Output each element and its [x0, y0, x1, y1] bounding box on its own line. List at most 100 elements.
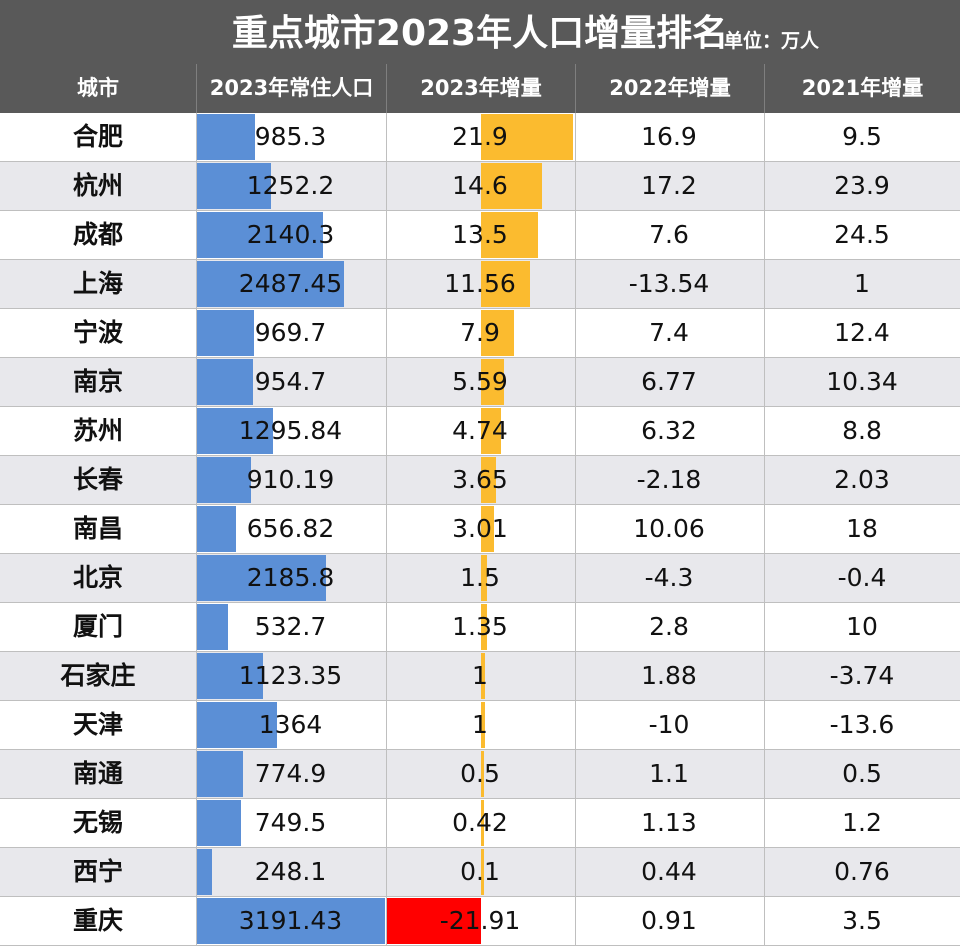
pop2023-value-text: 910.19 [246, 465, 335, 494]
city-label: 南昌 [0, 505, 196, 553]
pop2023-value: 656.82 [196, 505, 385, 553]
inc2021-value-text: 1.2 [842, 808, 882, 837]
city-label-text: 天津 [72, 710, 123, 739]
city-label: 合肥 [0, 113, 196, 161]
decrease-bar [386, 898, 481, 944]
inc2023-value: 1.35 [386, 603, 574, 651]
increase-bar [481, 800, 484, 846]
increase-bar [481, 849, 484, 895]
increase-bar [481, 408, 501, 454]
increase-bar [481, 114, 573, 160]
inc2021-value: 12.4 [764, 309, 960, 357]
inc2021-value-text: 1 [854, 269, 870, 298]
pop2023-value-text: 1295.84 [238, 416, 343, 445]
pop2023-value: 1252.2 [196, 162, 385, 210]
inc2023-value-text: 5.59 [452, 367, 508, 396]
inc2023-value: 3.01 [386, 505, 574, 553]
table-row: 重庆 3191.43 -21.91 0.91 3.5 [0, 897, 960, 946]
column-header-city: 城市 [77, 76, 119, 100]
pop2023-value: 985.3 [196, 113, 385, 161]
inc2021-value-text: -3.74 [829, 661, 895, 690]
city-label-text: 长春 [72, 465, 123, 494]
column-header-pop2023: 2023年常住人口 [196, 64, 386, 113]
city-label: 苏州 [0, 407, 196, 455]
inc2023-value: 5.59 [386, 358, 574, 406]
column-header-inc2021: 2021年增量 [764, 64, 960, 113]
inc2022-value-text: 0.44 [641, 857, 697, 886]
inc2021-value: 23.9 [764, 162, 960, 210]
inc2023-value-text: 0.42 [452, 808, 508, 837]
pop2023-value-text: 2185.8 [246, 563, 335, 592]
increase-bar [481, 212, 538, 258]
inc2023-value: 0.5 [386, 750, 574, 798]
inc2021-value: 0.5 [764, 750, 960, 798]
city-label-text: 上海 [72, 269, 123, 298]
pop2023-value-text: 532.7 [254, 612, 327, 641]
pop-bar [197, 506, 236, 552]
table-row: 南通 774.9 0.5 1.1 0.5 [0, 750, 960, 799]
table-row: 苏州 1295.84 4.74 6.32 8.8 [0, 407, 960, 456]
table-row: 西宁 248.1 0.1 0.44 0.76 [0, 848, 960, 897]
pop2023-value: 774.9 [196, 750, 385, 798]
table-header [0, 0, 960, 113]
pop-bar [197, 310, 255, 356]
inc2021-value-text: 8.8 [842, 416, 882, 445]
pop2023-value: 1295.84 [196, 407, 385, 455]
increase-bar [481, 261, 530, 307]
inc2021-value: 8.8 [764, 407, 960, 455]
pop-bar [197, 114, 256, 160]
pop2023-value-text: 1123.35 [238, 661, 343, 690]
city-label-text: 南京 [72, 367, 123, 396]
pop2023-value-text: 1252.2 [246, 171, 335, 200]
inc2022-value-text: 1.13 [641, 808, 697, 837]
city-label: 重庆 [0, 897, 196, 945]
inc2023-value: 0.42 [386, 799, 574, 847]
pop2023-value: 2487.45 [196, 260, 385, 308]
chart-title: 重点城市2023年人口增量排名 [0, 8, 960, 60]
pop-bar [197, 800, 242, 846]
pop2023-value-text: 954.7 [254, 367, 327, 396]
inc2022-value: 1.13 [575, 799, 763, 847]
pop2023-value-text: 248.1 [254, 857, 327, 886]
pop2023-value: 532.7 [196, 603, 385, 651]
inc2022-value: 2.8 [575, 603, 763, 651]
inc2023-value-text: 1 [472, 661, 488, 690]
inc2021-value: 0.76 [764, 848, 960, 896]
city-label-text: 南昌 [72, 514, 123, 543]
table-row: 天津 1364 1 -10 -13.6 [0, 701, 960, 750]
column-header-inc2023: 2023年增量 [386, 64, 575, 113]
table-row: 长春 910.19 3.65 -2.18 2.03 [0, 456, 960, 505]
inc2022-value-text: 16.9 [641, 122, 697, 151]
city-label: 宁波 [0, 309, 196, 357]
pop2023-value: 969.7 [196, 309, 385, 357]
inc2021-value: 24.5 [764, 211, 960, 259]
inc2022-value-text: 6.32 [641, 416, 697, 445]
inc2021-value-text: -13.6 [829, 710, 895, 739]
inc2023-value-text: 1.35 [452, 612, 508, 641]
pop2023-value: 749.5 [196, 799, 385, 847]
pop-bar [197, 751, 243, 797]
pop2023-value: 954.7 [196, 358, 385, 406]
inc2023-value-text: 1 [472, 710, 488, 739]
pop2023-value: 3191.43 [196, 897, 385, 945]
inc2021-value-text: 24.5 [834, 220, 890, 249]
city-label-text: 苏州 [72, 416, 123, 445]
inc2022-value-text: 10.06 [633, 514, 705, 543]
pop-bar [197, 408, 274, 454]
pop2023-value-text: 969.7 [254, 318, 327, 347]
inc2022-value: 0.44 [575, 848, 763, 896]
inc2021-value-text: -0.4 [837, 563, 887, 592]
pop2023-value-text: 774.9 [254, 759, 327, 788]
increase-bar [481, 653, 486, 699]
title-text: 重点城市2023年人口增量排名 [231, 13, 729, 54]
pop2023-value-text: 2487.45 [238, 269, 343, 298]
pop-bar [197, 604, 229, 650]
table-row: 杭州 1252.2 14.6 17.2 23.9 [0, 162, 960, 211]
city-label: 上海 [0, 260, 196, 308]
inc2021-value-text: 10.34 [826, 367, 898, 396]
inc2021-value-text: 9.5 [842, 122, 882, 151]
city-label: 南通 [0, 750, 196, 798]
inc2022-value: 7.4 [575, 309, 763, 357]
pop2023-value: 1123.35 [196, 652, 385, 700]
inc2023-value: 1 [386, 652, 574, 700]
